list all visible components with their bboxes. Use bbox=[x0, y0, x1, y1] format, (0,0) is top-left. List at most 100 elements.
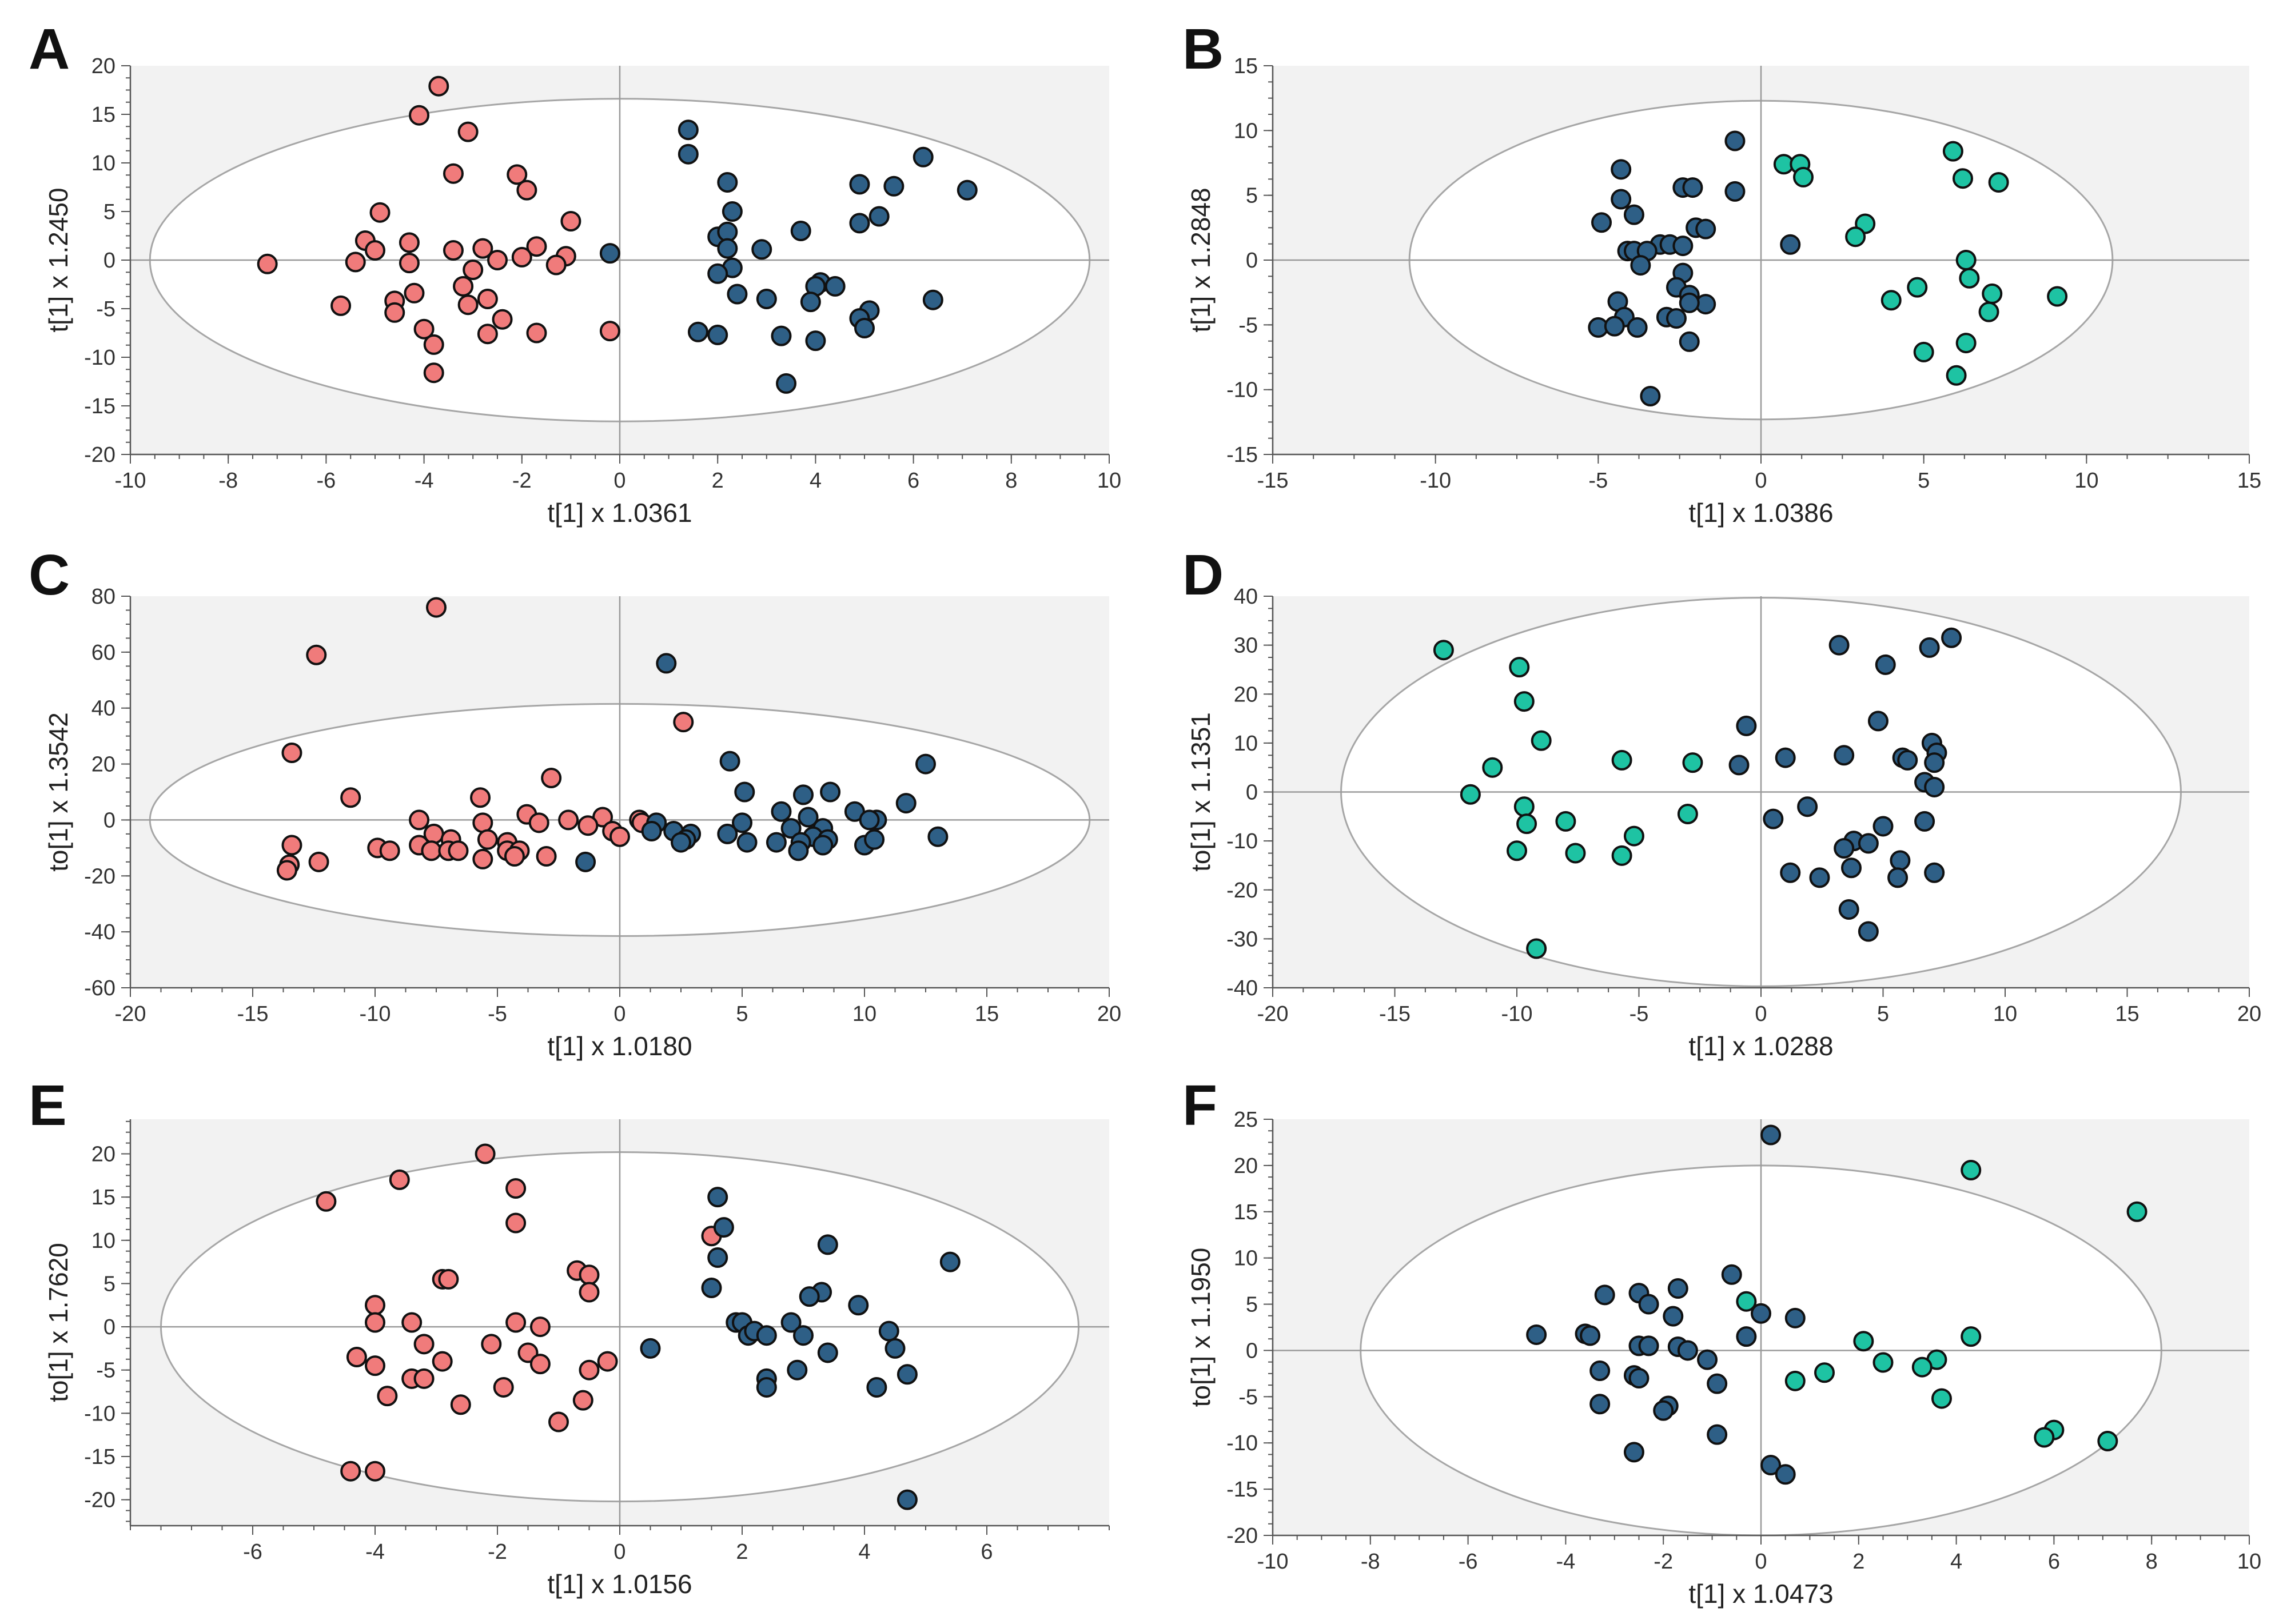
data-point bbox=[1591, 212, 1612, 233]
data-point bbox=[800, 292, 821, 313]
data-point bbox=[1784, 1370, 1806, 1391]
data-point bbox=[799, 1286, 820, 1307]
data-point bbox=[1924, 752, 1945, 773]
data-point bbox=[736, 832, 758, 853]
data-point bbox=[1555, 811, 1576, 832]
data-point bbox=[413, 318, 435, 340]
data-point bbox=[481, 1334, 502, 1355]
data-point bbox=[1784, 1307, 1806, 1328]
data-point bbox=[1677, 804, 1698, 825]
data-point bbox=[365, 1312, 385, 1333]
data-point bbox=[1834, 745, 1855, 766]
x-tick-label: 10 bbox=[2237, 1550, 2261, 1574]
x-tick-label: 2 bbox=[1852, 1550, 1864, 1574]
y-tick-label: 15 bbox=[91, 1186, 115, 1210]
data-point bbox=[701, 1277, 722, 1298]
data-point bbox=[2034, 1427, 2055, 1448]
data-point bbox=[597, 1351, 618, 1372]
data-point bbox=[579, 1359, 600, 1380]
y-tick-label: 20 bbox=[1234, 1154, 1258, 1178]
data-point bbox=[713, 1217, 734, 1238]
data-point bbox=[1858, 921, 1879, 942]
data-point bbox=[413, 1334, 435, 1355]
data-point bbox=[399, 253, 420, 274]
data-point bbox=[1959, 268, 1980, 289]
data-point bbox=[771, 325, 792, 346]
data-point bbox=[330, 295, 352, 316]
data-point bbox=[426, 597, 447, 618]
data-point bbox=[1853, 1331, 1874, 1352]
data-point bbox=[1872, 1352, 1894, 1373]
x-tick-label: -15 bbox=[1257, 469, 1289, 493]
x-tick-label: -20 bbox=[115, 1002, 146, 1026]
data-point bbox=[915, 753, 936, 775]
data-point bbox=[820, 781, 841, 803]
data-point bbox=[1780, 862, 1801, 883]
y-tick-label: -40 bbox=[1226, 976, 1258, 1000]
y-tick-label: -30 bbox=[1226, 927, 1258, 951]
data-point bbox=[927, 826, 949, 847]
data-point bbox=[1724, 130, 1746, 151]
data-point bbox=[1721, 1264, 1742, 1285]
data-point bbox=[717, 823, 738, 844]
data-point bbox=[732, 812, 752, 833]
data-point bbox=[2097, 1430, 2118, 1451]
y-tick-label: -20 bbox=[84, 1489, 115, 1513]
data-point bbox=[609, 826, 630, 847]
data-point bbox=[377, 1386, 398, 1407]
data-point bbox=[1728, 755, 1750, 776]
y-tick-label: 10 bbox=[91, 1229, 115, 1253]
data-point bbox=[1736, 1291, 1757, 1312]
data-point bbox=[463, 260, 484, 280]
x-axis-title: t[1] x 1.0156 bbox=[547, 1569, 692, 1599]
y-tick-label: -15 bbox=[1226, 443, 1258, 467]
data-point bbox=[673, 712, 694, 733]
data-point bbox=[656, 653, 677, 674]
x-axis-title: t[1] x 1.0386 bbox=[1688, 498, 1833, 528]
data-point bbox=[1460, 784, 1481, 805]
series-1 bbox=[316, 1143, 722, 1482]
data-point bbox=[516, 179, 537, 201]
y-tick-label: -15 bbox=[1226, 1478, 1258, 1502]
series-2 bbox=[599, 119, 978, 394]
data-point bbox=[1679, 331, 1700, 352]
data-point bbox=[529, 1316, 551, 1338]
data-point bbox=[1955, 250, 1977, 270]
data-point bbox=[505, 1178, 527, 1199]
data-point bbox=[1653, 1400, 1674, 1421]
data-point bbox=[1952, 168, 1973, 189]
y-axis-title: to[1] x 1.7620 bbox=[43, 1243, 73, 1402]
data-point bbox=[1589, 1394, 1611, 1415]
data-point bbox=[687, 321, 708, 342]
series-1 bbox=[1526, 1124, 1806, 1485]
data-point bbox=[1565, 843, 1586, 864]
data-point bbox=[1775, 1464, 1796, 1485]
y-tick-label: -10 bbox=[84, 1402, 115, 1426]
data-point bbox=[1516, 813, 1537, 835]
y-tick-label: 30 bbox=[1234, 634, 1258, 658]
data-point bbox=[1982, 283, 2003, 304]
x-tick-label: -5 bbox=[1629, 1002, 1649, 1026]
series-1 bbox=[1433, 640, 1703, 959]
data-point bbox=[2126, 1201, 2147, 1222]
x-tick-label: -6 bbox=[317, 469, 336, 493]
x-tick-label: -8 bbox=[1361, 1550, 1380, 1574]
data-point bbox=[1611, 159, 1632, 180]
data-point bbox=[1797, 796, 1818, 817]
data-point bbox=[1751, 1303, 1771, 1324]
data-point bbox=[1858, 833, 1879, 854]
data-point bbox=[727, 284, 748, 305]
data-point bbox=[868, 206, 890, 227]
data-point bbox=[1707, 1424, 1728, 1445]
data-point bbox=[1875, 654, 1896, 675]
data-point bbox=[817, 1234, 838, 1255]
panel-letter: D bbox=[1182, 543, 1224, 607]
x-tick-label: 0 bbox=[1755, 469, 1767, 493]
data-point bbox=[572, 1390, 593, 1411]
data-point bbox=[1924, 862, 1945, 883]
data-point bbox=[766, 832, 787, 853]
y-tick-label: -5 bbox=[96, 297, 115, 321]
data-point bbox=[717, 172, 738, 193]
data-point bbox=[817, 1342, 838, 1363]
data-point bbox=[717, 238, 738, 259]
